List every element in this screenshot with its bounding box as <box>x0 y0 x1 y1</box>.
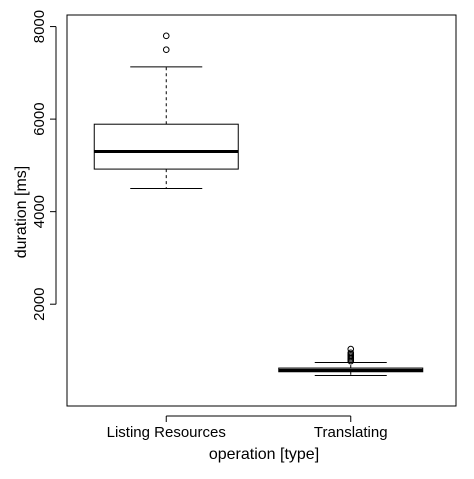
outlier-point <box>162 46 170 54</box>
plot-border <box>66 14 457 407</box>
box-group <box>93 32 239 190</box>
y-tick-label: 2000 <box>31 288 48 321</box>
outlier-point <box>347 345 355 353</box>
y-tick-label: 8000 <box>31 10 48 43</box>
boxes <box>93 32 424 376</box>
y-tick-label: 6000 <box>31 102 48 135</box>
outlier-point <box>162 32 170 40</box>
x-tick-label: Translating <box>314 424 388 441</box>
x-ticks: Listing Resources Translating <box>107 416 388 441</box>
iqr-box <box>93 123 239 170</box>
y-axis-label: duration [ms] <box>13 166 30 258</box>
y-ticks: 2000 4000 6000 8000 <box>31 10 56 321</box>
y-tick-label: 4000 <box>31 195 48 228</box>
x-tick-label: Listing Resources <box>107 424 226 441</box>
outlier-point <box>347 349 355 357</box>
box-group <box>278 345 424 376</box>
x-axis-label: operation [type] <box>209 446 319 463</box>
